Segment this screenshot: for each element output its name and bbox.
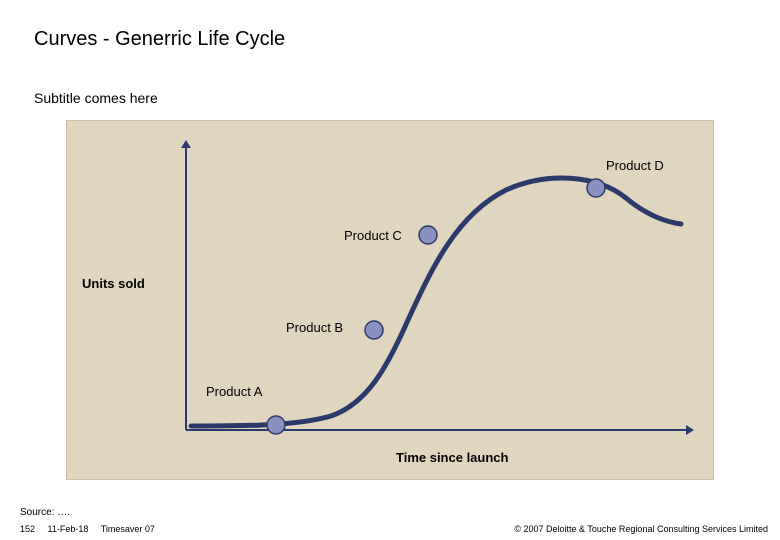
source-label: Source: …. — [20, 507, 70, 518]
footer-left: 152 11-Feb-18 Timesaver 07 — [20, 524, 165, 534]
label-product-a: Product A — [206, 384, 262, 399]
chart-panel: Units sold Time since launch Product A Pr… — [66, 120, 714, 480]
life-cycle-chart — [66, 120, 714, 480]
x-axis-label: Time since launch — [396, 450, 508, 465]
marker-product-d — [587, 179, 605, 197]
page-subtitle: Subtitle comes here — [34, 90, 158, 106]
footer-copyright: © 2007 Deloitte & Touche Regional Consul… — [514, 524, 768, 534]
page-number: 152 — [20, 524, 35, 534]
marker-product-a — [267, 416, 285, 434]
s-curve — [191, 178, 681, 426]
label-product-d: Product D — [606, 158, 664, 173]
y-axis-label: Units sold — [82, 276, 145, 291]
page-title: Curves - Generric Life Cycle — [34, 28, 285, 51]
label-product-b: Product B — [286, 320, 343, 335]
markers — [267, 179, 605, 434]
footer-doc-name: Timesaver 07 — [101, 524, 155, 534]
marker-product-c — [419, 226, 437, 244]
footer-date: 11-Feb-18 — [48, 524, 89, 534]
marker-product-b — [365, 321, 383, 339]
label-product-c: Product C — [344, 228, 402, 243]
